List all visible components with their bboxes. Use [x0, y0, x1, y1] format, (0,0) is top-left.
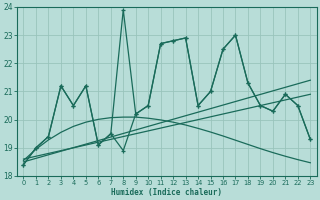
X-axis label: Humidex (Indice chaleur): Humidex (Indice chaleur): [111, 188, 222, 197]
